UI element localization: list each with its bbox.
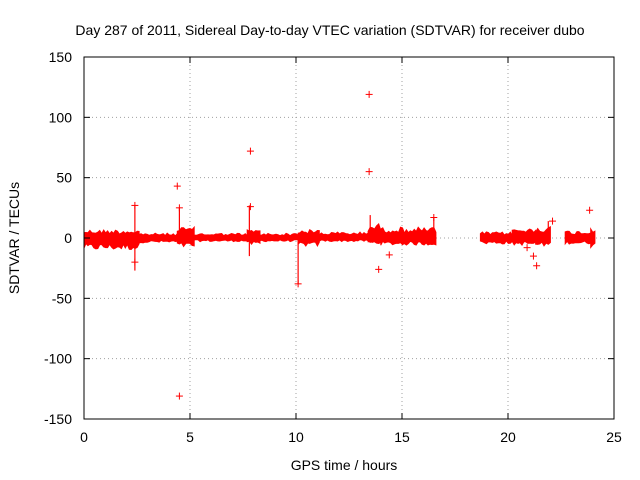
dense-band-segment [259, 232, 299, 243]
data-point [365, 168, 373, 176]
data-point [131, 201, 139, 209]
dense-band-segment [590, 227, 596, 249]
data-point [586, 206, 594, 214]
data-point [365, 90, 373, 98]
data-point [533, 262, 541, 270]
y-tick-label: -100 [44, 351, 72, 367]
dense-band-segment [318, 231, 369, 243]
data-point [549, 217, 557, 225]
dense-band-segment [138, 232, 178, 244]
data-point [294, 280, 302, 288]
dense-band-segment [83, 229, 140, 251]
data-series [83, 90, 596, 400]
data-point [385, 251, 393, 259]
y-tick-label: -50 [52, 290, 72, 306]
dense-band-segment [176, 225, 195, 248]
x-axis-label: GPS time / hours [291, 457, 398, 473]
dense-band-segment [246, 229, 261, 246]
axis-ticks: 0 5 10 15 20 25 -150 -100 -50 0 50 100 150 [44, 49, 622, 445]
dense-band-segment [380, 226, 437, 246]
data-point [173, 182, 181, 190]
y-tick-label: 50 [56, 170, 72, 186]
x-tick-label: 0 [80, 429, 88, 445]
x-tick-label: 25 [606, 429, 622, 445]
x-tick-label: 10 [288, 429, 304, 445]
dense-band-segment [479, 231, 513, 245]
x-tick-label: 5 [186, 429, 194, 445]
y-tick-label: 0 [64, 230, 72, 246]
x-tick-label: 15 [394, 429, 410, 445]
data-point [131, 258, 139, 266]
data-point [523, 244, 531, 252]
y-tick-label: -150 [44, 411, 72, 427]
data-point [175, 392, 183, 400]
dense-band-segment [564, 230, 592, 246]
dense-band-segment [193, 232, 248, 243]
dense-band-segment [297, 228, 320, 247]
chart-title: Day 287 of 2011, Sidereal Day-to-day VTE… [75, 22, 584, 38]
data-point [246, 147, 254, 155]
y-axis-label: SDTVAR / TECUs [6, 182, 22, 294]
data-point [375, 265, 383, 273]
dense-band-segment [535, 225, 551, 247]
data-point [246, 203, 254, 211]
dense-band-segment [511, 228, 537, 246]
y-tick-label: 100 [49, 109, 73, 125]
data-point [529, 252, 537, 260]
data-point [430, 213, 438, 221]
x-tick-label: 20 [500, 429, 516, 445]
data-point [175, 204, 183, 212]
y-tick-label: 150 [49, 49, 73, 65]
